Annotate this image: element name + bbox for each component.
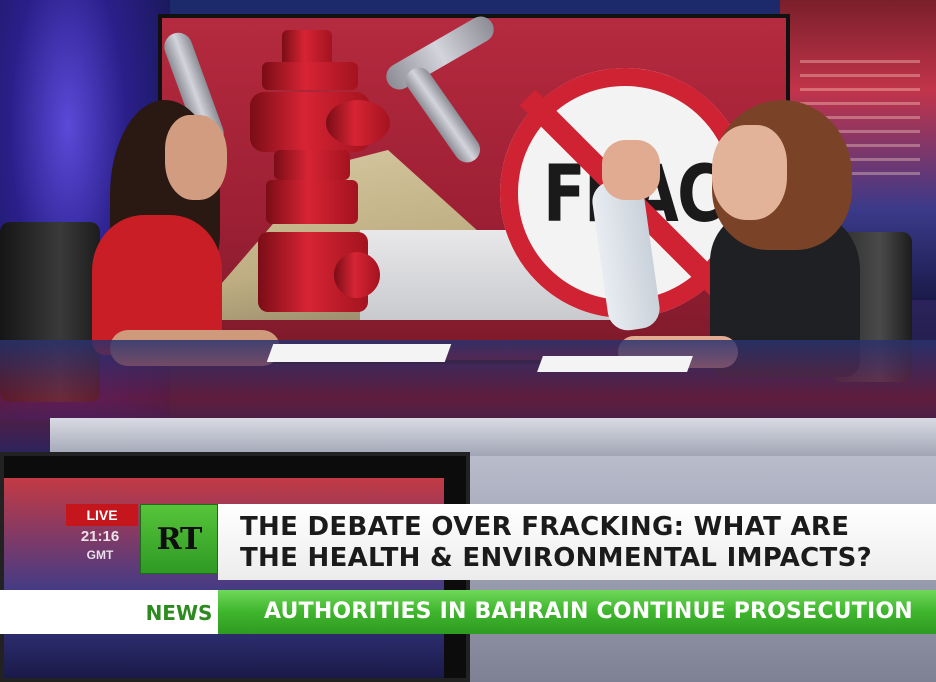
headline-line-1: THE DEBATE OVER FRACKING: WHAT ARE (240, 512, 850, 542)
paper-right (537, 356, 693, 372)
time-value: 21:16 (80, 528, 120, 545)
time-display: 21:16 GMT (60, 528, 140, 572)
paper-left (266, 344, 452, 362)
rt-logo: RT (140, 504, 218, 574)
headline-line-2: THE HEALTH & ENVIRONMENTAL IMPACTS? (240, 543, 872, 573)
timezone-label: GMT (86, 548, 114, 562)
news-ticker: AUTHORITIES IN BAHRAIN CONTINUE PROSECUT… (218, 590, 936, 634)
news-desk-edge (50, 418, 936, 458)
headline-banner: THE DEBATE OVER FRACKING: WHAT ARE THE H… (218, 504, 936, 580)
headline-text: THE DEBATE OVER FRACKING: WHAT ARE THE H… (240, 512, 930, 574)
live-badge: LIVE (66, 504, 138, 526)
ticker-text: AUTHORITIES IN BAHRAIN CONTINUE PROSECUT… (264, 599, 913, 624)
news-label: NEWS (145, 601, 213, 625)
